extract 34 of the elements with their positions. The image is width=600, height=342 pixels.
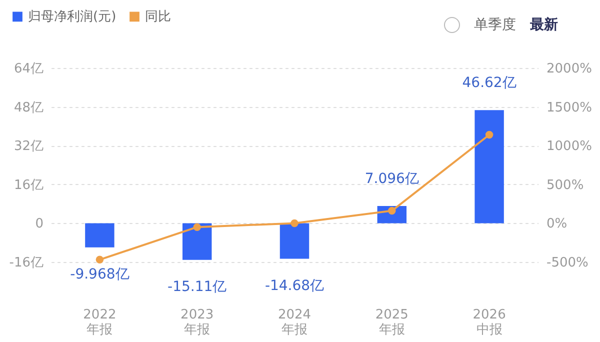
bar: [280, 223, 310, 259]
y2-tick-label: 500%: [546, 178, 584, 193]
x-tick-label: 2023 年报: [180, 308, 214, 338]
y-tick-label: 32亿: [14, 139, 44, 154]
point: [193, 223, 201, 231]
y2-tick-label: 1500%: [546, 100, 592, 116]
point: [485, 130, 494, 139]
bar: [85, 223, 114, 248]
point: [290, 219, 298, 228]
legend-label: 同比: [145, 10, 171, 25]
legend-label: 归母净利润(元): [28, 10, 116, 25]
data-label: 7.096亿: [364, 170, 419, 187]
x-tick-label: 2026 中报: [472, 308, 506, 338]
point: [96, 256, 104, 264]
y-tick-label: 0: [35, 216, 44, 232]
data-label: -15.11亿: [168, 278, 227, 295]
x-tick-label: 2024 年报: [278, 308, 312, 338]
y2-tick-label: 2000%: [546, 62, 592, 76]
x-tick-label: 2022 年报: [83, 308, 116, 338]
y-tick-label: 64亿: [14, 62, 44, 76]
y-tick-label: -16亿: [9, 256, 44, 270]
data-label: 46.62亿: [462, 75, 516, 92]
data-label: -9.968亿: [70, 266, 130, 282]
y-tick-label: 48亿: [14, 100, 44, 116]
bar: [182, 223, 212, 260]
y2-tick-label: 0%: [546, 216, 568, 232]
text: 单季度: [474, 16, 516, 34]
y2-tick-label: -500%: [546, 256, 588, 270]
text: 最新: [530, 16, 558, 34]
y-tick-label: 16亿: [14, 178, 44, 193]
bar: [474, 110, 504, 224]
y2-tick-label: 1000%: [546, 139, 592, 154]
x-tick-label: 2025 年报: [375, 308, 408, 338]
data-label: -14.68亿: [264, 278, 324, 294]
